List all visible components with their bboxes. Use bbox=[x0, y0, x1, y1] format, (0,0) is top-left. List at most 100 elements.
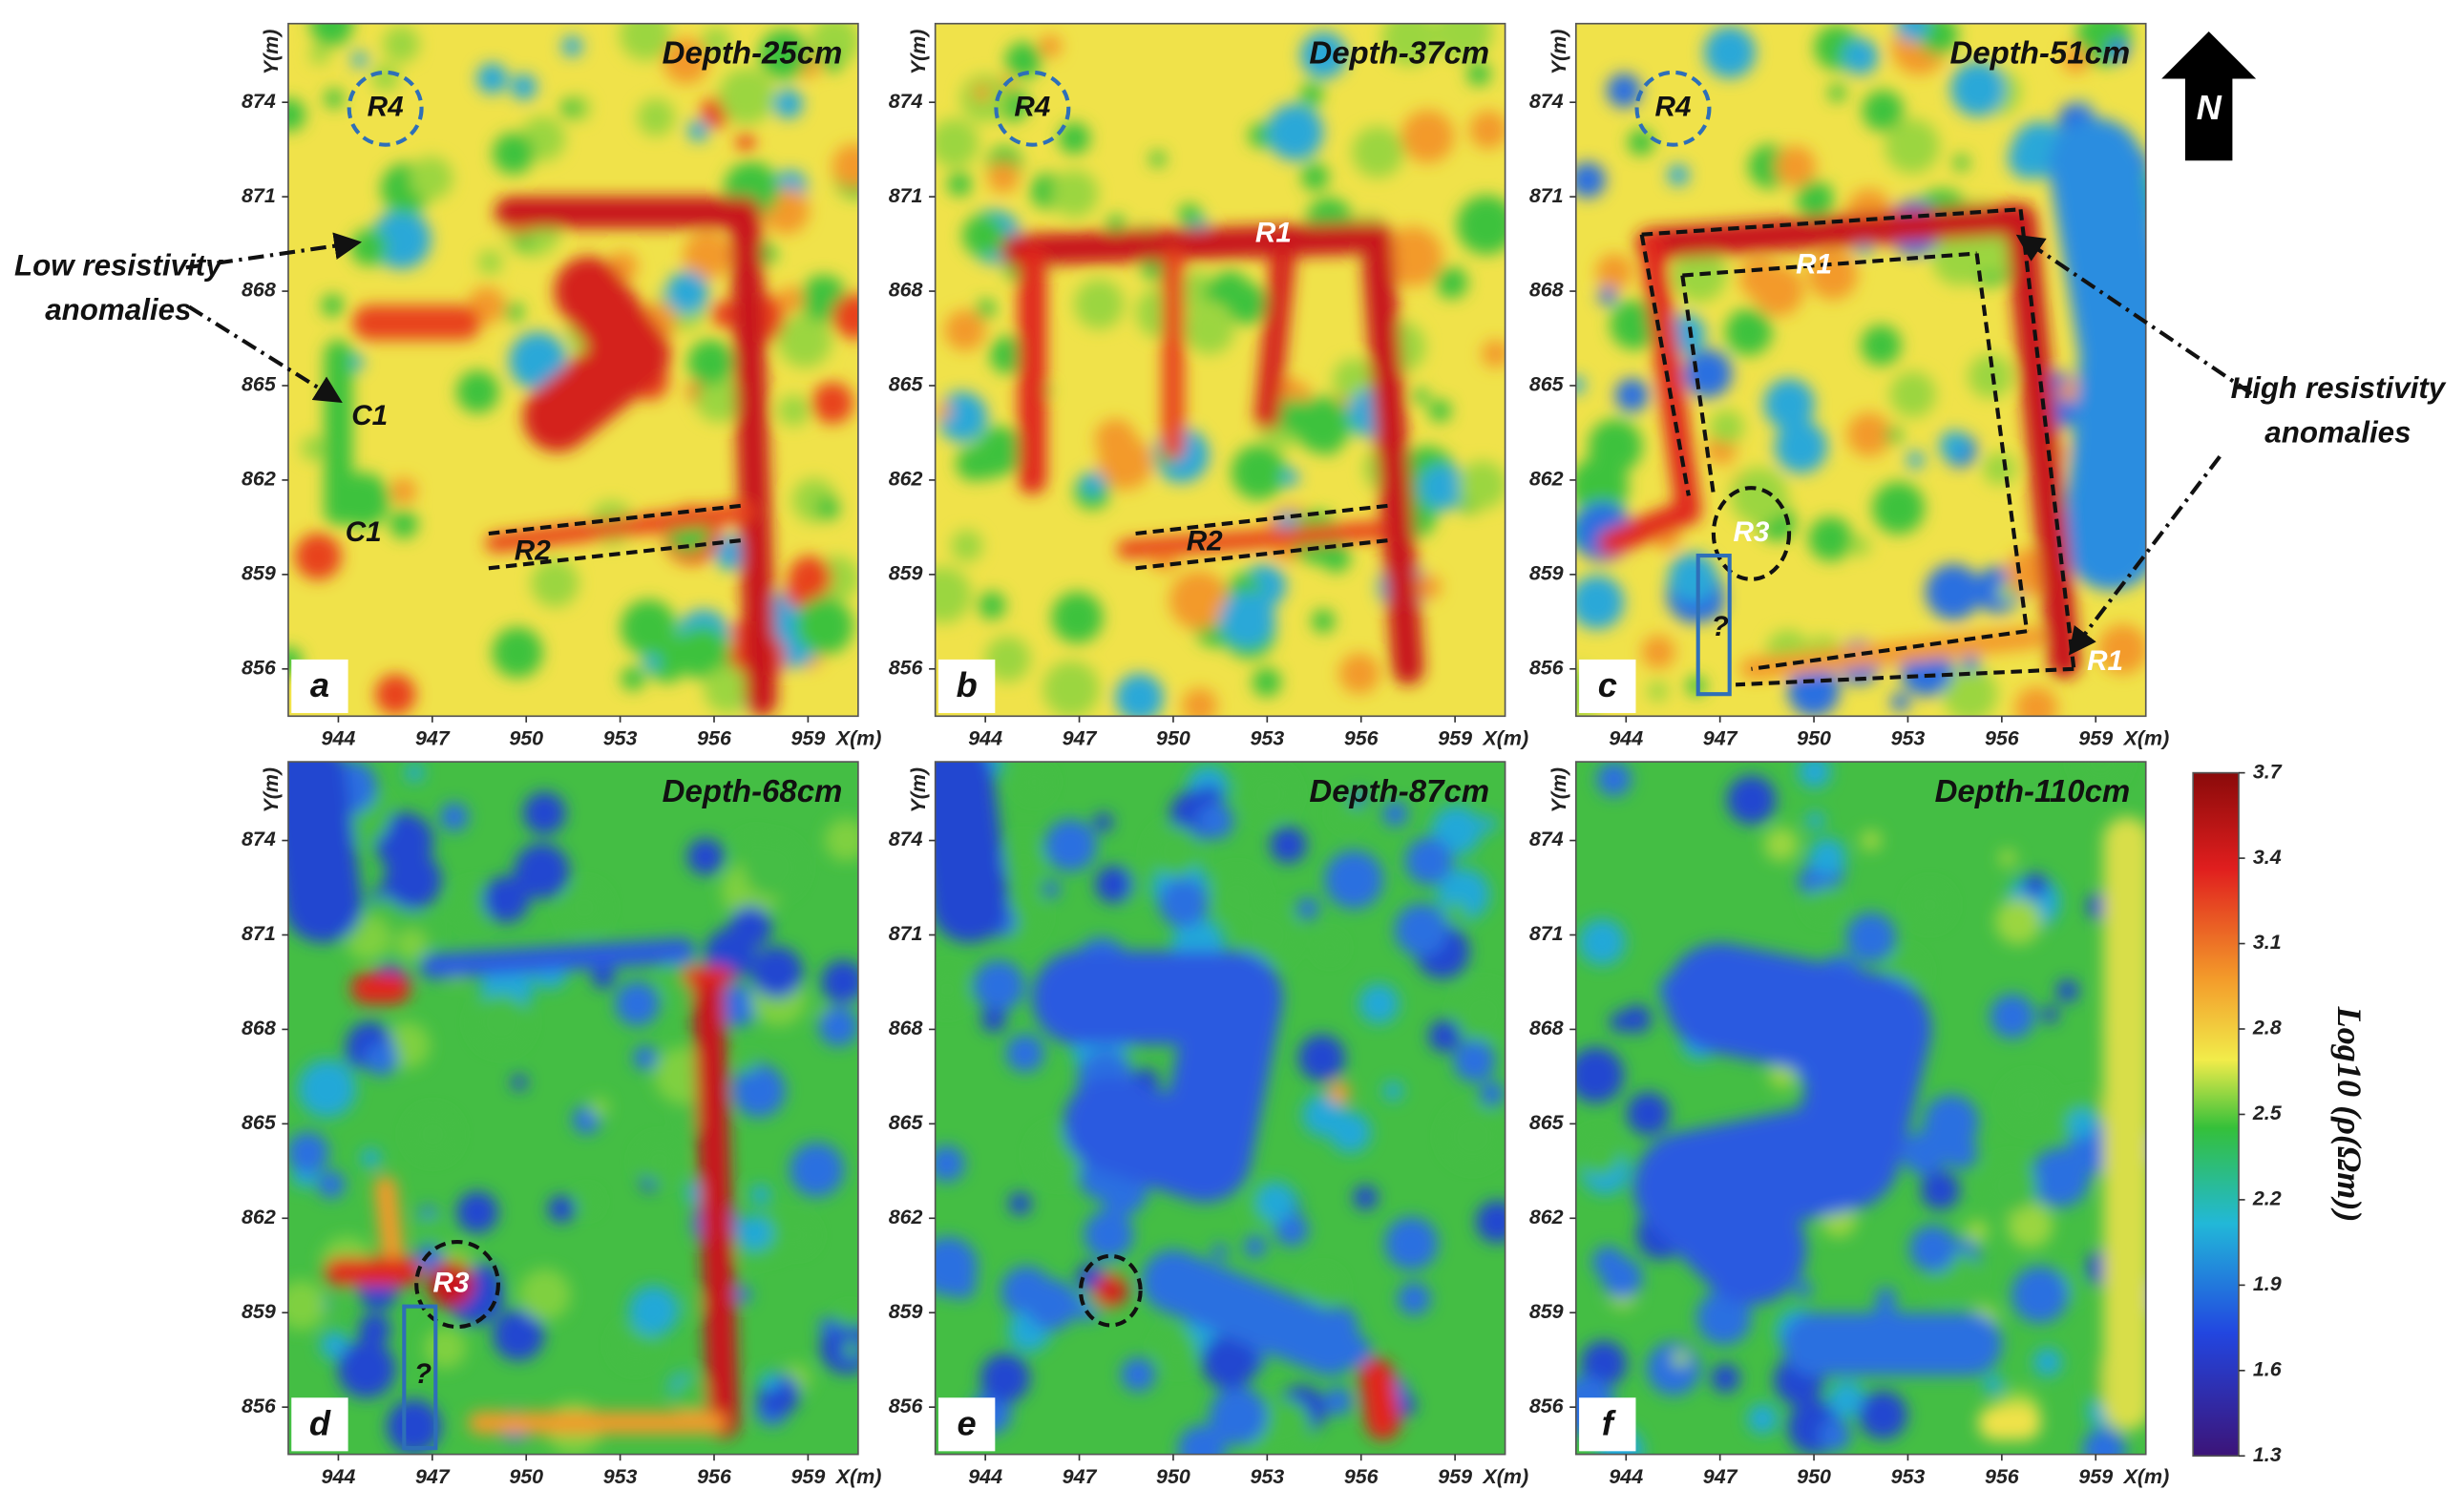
texture-blob bbox=[1648, 681, 1669, 702]
texture-blob bbox=[2107, 39, 2130, 62]
heatmap-texture bbox=[1575, 762, 2146, 1455]
x-tick-label: 959 bbox=[2078, 1465, 2113, 1488]
x-tick-label: 947 bbox=[1703, 1465, 1738, 1488]
texture-blob bbox=[1281, 469, 1299, 487]
texture-blob bbox=[1156, 1328, 1198, 1370]
texture-blob bbox=[2032, 1348, 2062, 1376]
texture-blob bbox=[1711, 1363, 1740, 1394]
anomaly bbox=[1000, 221, 1424, 685]
texture-blob bbox=[1177, 271, 1217, 311]
texture-blob bbox=[621, 599, 677, 656]
texture-blob bbox=[1730, 467, 1788, 525]
texture-blob bbox=[1998, 849, 2016, 868]
texture-blob bbox=[1323, 1387, 1353, 1416]
panel: R4 R1 R2 944 947 950 953 956 959 856 859 862 865 868 8… bbox=[889, 22, 1528, 750]
y-axis-label: Y(m) bbox=[907, 767, 930, 813]
anomaly-label: R1 bbox=[2087, 645, 2123, 677]
heatmap bbox=[287, 23, 858, 717]
y-tick-label: 856 bbox=[889, 1395, 924, 1417]
texture-blob bbox=[937, 391, 988, 442]
texture-blob bbox=[687, 119, 709, 142]
x-tick-label: 947 bbox=[1703, 727, 1738, 750]
texture-blob bbox=[390, 510, 418, 539]
y-tick-label: 856 bbox=[1529, 656, 1565, 679]
texture-blob bbox=[1043, 819, 1097, 872]
texture-blob bbox=[1456, 195, 1506, 255]
anomaly-label: R4 bbox=[1655, 92, 1692, 123]
texture-blob bbox=[1475, 1200, 1506, 1244]
outline bbox=[1639, 234, 1691, 496]
outline bbox=[994, 70, 1071, 147]
texture-blob bbox=[364, 1041, 399, 1076]
texture-blob bbox=[1428, 399, 1452, 423]
texture-blob bbox=[684, 1293, 703, 1313]
texture-blob bbox=[946, 1270, 977, 1300]
texture-blob bbox=[476, 63, 508, 94]
texture-blob bbox=[1353, 1185, 1379, 1210]
y-tick-label: 865 bbox=[1529, 373, 1565, 396]
texture-blob bbox=[935, 567, 972, 623]
texture-blob bbox=[973, 959, 1025, 1012]
texture-blob bbox=[509, 331, 567, 390]
texture-blob bbox=[2067, 1108, 2097, 1139]
texture-blob bbox=[785, 577, 816, 609]
texture-blob bbox=[317, 1170, 346, 1199]
texture-blob bbox=[1763, 827, 1799, 862]
texture-blob bbox=[1807, 886, 1842, 920]
panel-title: Depth-25cm bbox=[663, 34, 843, 70]
texture-blob bbox=[979, 1353, 1030, 1403]
texture-blob bbox=[1444, 902, 1468, 925]
texture-blob bbox=[1918, 23, 1959, 55]
texture-blob bbox=[1738, 258, 1780, 300]
texture-blob bbox=[1763, 378, 1816, 430]
panel-frame bbox=[934, 761, 1506, 1456]
texture-blob bbox=[1667, 164, 1690, 186]
texture-blob bbox=[777, 286, 805, 313]
y-tick-label: 868 bbox=[889, 279, 923, 302]
y-tick-label: 868 bbox=[1529, 1017, 1564, 1039]
texture-blob bbox=[795, 597, 853, 656]
texture-blob bbox=[1042, 880, 1061, 898]
texture-blob bbox=[695, 376, 742, 423]
texture-blob bbox=[576, 1190, 598, 1212]
x-tick-label: 956 bbox=[697, 1465, 732, 1488]
texture-blob bbox=[1598, 286, 1617, 305]
outline bbox=[414, 1239, 500, 1330]
panel-letter: c bbox=[1598, 665, 1617, 704]
texture-blob bbox=[1846, 412, 1891, 457]
x-tick-label: 956 bbox=[1985, 1465, 2020, 1488]
texture-blob bbox=[1305, 1270, 1341, 1306]
x-axis-label: X(m) bbox=[2123, 1465, 2170, 1488]
texture-blob bbox=[789, 1142, 845, 1198]
texture-blob bbox=[686, 838, 725, 875]
texture-blob bbox=[1084, 1209, 1134, 1260]
y-tick-label: 865 bbox=[889, 1111, 924, 1134]
texture-blob bbox=[1270, 826, 1307, 864]
panel-frame bbox=[1574, 22, 2147, 718]
texture-blob bbox=[1324, 850, 1383, 910]
panel-title: Depth-87cm bbox=[1309, 773, 1489, 808]
y-axis-label: Y(m) bbox=[1548, 767, 1570, 813]
texture-blob bbox=[1990, 994, 2035, 1039]
texture-blob bbox=[2055, 979, 2079, 1002]
texture-blob bbox=[1997, 582, 2017, 602]
texture-blob bbox=[947, 172, 972, 197]
texture-blob bbox=[1382, 1081, 1403, 1102]
texture-blob bbox=[1849, 53, 1867, 72]
texture-blob bbox=[1435, 23, 1493, 61]
anomaly-label: C1 bbox=[351, 400, 388, 431]
texture-blob bbox=[1601, 1257, 1643, 1299]
texture-blob bbox=[1931, 230, 1988, 286]
texture-blob bbox=[1299, 82, 1324, 107]
texture-blob bbox=[718, 68, 775, 125]
texture-blob bbox=[633, 1045, 658, 1070]
texture-blob bbox=[1965, 1219, 1989, 1244]
panel: 944 947 950 953 956 959 856 859 862 865 868 871 874 X… bbox=[889, 761, 1528, 1488]
texture-blob bbox=[1953, 155, 1969, 171]
anomaly-label: R3 bbox=[433, 1267, 470, 1298]
x-tick-label: 953 bbox=[1891, 727, 1926, 750]
anomaly bbox=[2048, 117, 2146, 591]
texture-blob bbox=[1806, 811, 1824, 830]
texture-blob bbox=[456, 1191, 498, 1233]
